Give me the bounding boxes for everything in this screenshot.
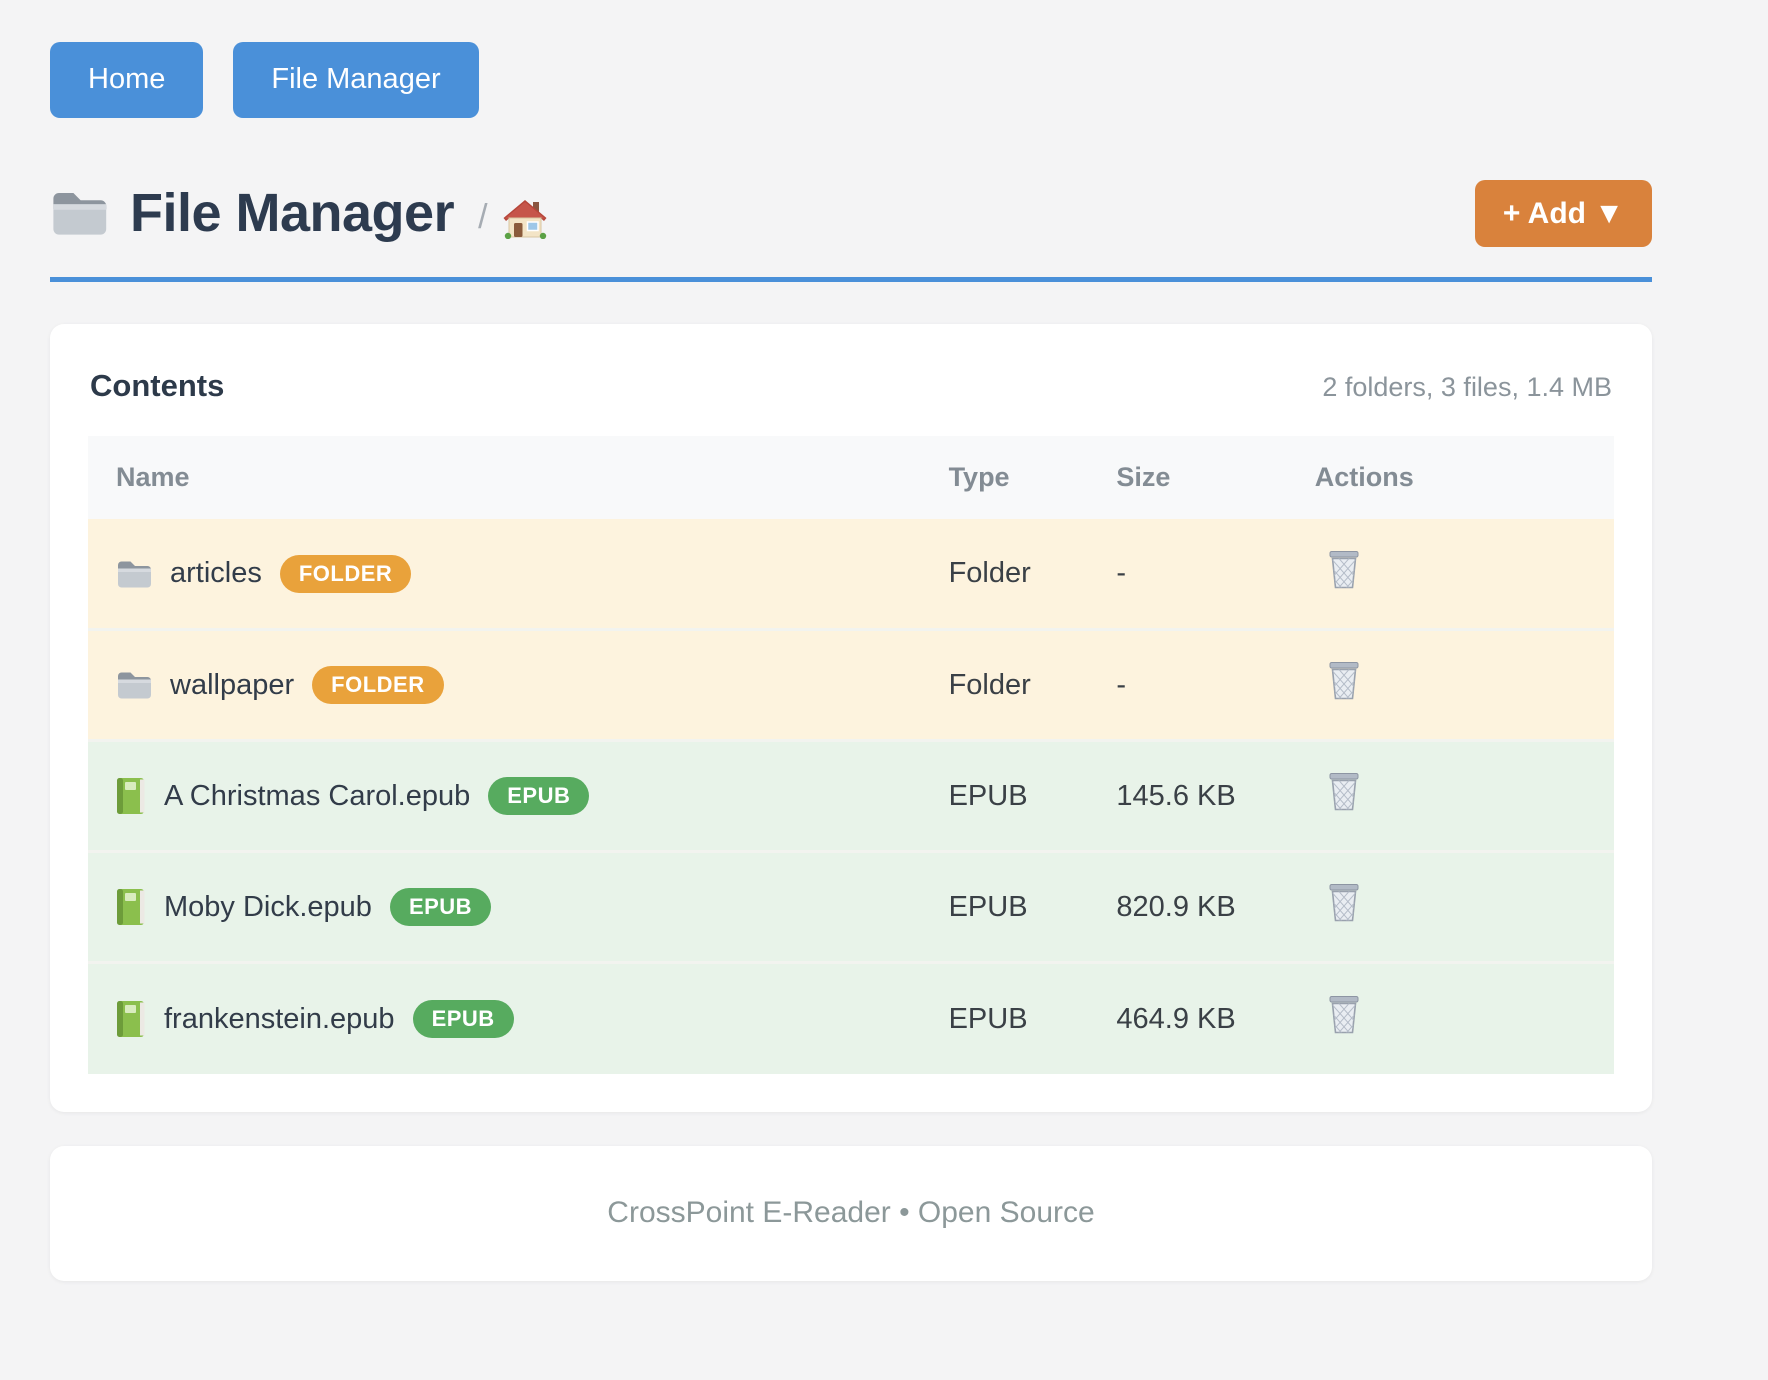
table-row[interactable]: Moby Dick.epub EPUB EPUB 820.9 KB <box>88 850 1614 963</box>
delete-button[interactable] <box>1327 772 1361 812</box>
file-size: - <box>1110 628 1309 741</box>
file-type: Folder <box>942 628 1111 741</box>
folder-icon <box>116 670 152 700</box>
page-title: File Manager <box>130 183 455 244</box>
page-header: File Manager / + Add ▼ <box>50 179 1652 247</box>
delete-button[interactable] <box>1327 661 1361 701</box>
file-type-badge: FOLDER <box>279 554 412 593</box>
breadcrumb-home-link[interactable] <box>502 197 548 240</box>
home-icon <box>502 197 548 240</box>
nav-button-file-manager[interactable]: File Manager <box>233 42 479 118</box>
footer-card: CrossPoint E-Reader • Open Source <box>50 1145 1652 1281</box>
add-button[interactable]: + Add ▼ <box>1474 179 1652 247</box>
file-type-badge: FOLDER <box>312 666 444 705</box>
delete-button[interactable] <box>1327 883 1361 923</box>
file-name[interactable]: A Christmas Carol.epub <box>164 779 471 812</box>
contents-card-header: Contents 2 folders, 3 files, 1.4 MB <box>88 362 1614 436</box>
file-type: EPUB <box>942 961 1111 1074</box>
trash-icon <box>1327 995 1361 1035</box>
footer-text: CrossPoint E-Reader • Open Source <box>607 1196 1095 1230</box>
column-header-size: Size <box>1110 435 1309 519</box>
top-nav: Home File Manager <box>50 42 1652 118</box>
file-size: 464.9 KB <box>1110 961 1309 1074</box>
trash-icon <box>1327 550 1361 590</box>
file-size: - <box>1116 557 1127 590</box>
epub-book-icon <box>116 777 146 815</box>
table-body: articles FOLDER Folder - <box>88 518 1614 1074</box>
contents-card: Contents 2 folders, 3 files, 1.4 MB Name… <box>50 323 1652 1112</box>
table-header-row: Name Type Size Actions <box>88 435 1614 519</box>
delete-button[interactable] <box>1327 550 1361 590</box>
file-type-badge: EPUB <box>389 888 492 927</box>
file-size: 820.9 KB <box>1110 850 1309 963</box>
column-header-actions: Actions <box>1308 435 1614 519</box>
table-row[interactable]: articles FOLDER Folder - <box>88 518 1614 630</box>
table-row[interactable]: A Christmas Carol.epub EPUB EPUB 145.6 K… <box>88 739 1614 852</box>
nav-button-home[interactable]: Home <box>50 42 204 118</box>
file-type: EPUB <box>942 850 1111 963</box>
epub-book-icon <box>116 1000 146 1038</box>
contents-title: Contents <box>90 367 225 403</box>
table-row[interactable]: frankenstein.epub EPUB EPUB 464.9 KB <box>88 961 1614 1074</box>
delete-button[interactable] <box>1327 995 1361 1035</box>
file-type: Folder <box>948 557 1031 590</box>
table-row[interactable]: wallpaper FOLDER Folder - <box>88 628 1614 741</box>
folder-icon <box>116 559 152 589</box>
file-name[interactable]: wallpaper <box>170 668 295 701</box>
breadcrumb-separator: / <box>478 197 488 236</box>
file-type-badge: EPUB <box>412 1000 514 1039</box>
file-name[interactable]: articles <box>170 557 262 590</box>
file-type: EPUB <box>942 739 1111 852</box>
folder-icon <box>50 189 108 237</box>
file-type-badge: EPUB <box>488 777 590 816</box>
file-name[interactable]: Moby Dick.epub <box>164 890 372 923</box>
file-size: 145.6 KB <box>1110 739 1309 852</box>
column-header-type: Type <box>942 435 1111 519</box>
file-name[interactable]: frankenstein.epub <box>164 1002 395 1035</box>
contents-summary: 2 folders, 3 files, 1.4 MB <box>1322 371 1612 402</box>
title-group: File Manager / <box>50 182 548 244</box>
trash-icon <box>1327 772 1361 812</box>
epub-book-icon <box>116 888 146 926</box>
trash-icon <box>1327 661 1361 701</box>
page: Home File Manager File Manager / <box>50 0 1652 1281</box>
column-header-name: Name <box>88 435 943 519</box>
file-table: Name Type Size Actions articles FOLDER F… <box>88 435 1614 1074</box>
divider <box>50 276 1652 282</box>
trash-icon <box>1327 883 1361 923</box>
